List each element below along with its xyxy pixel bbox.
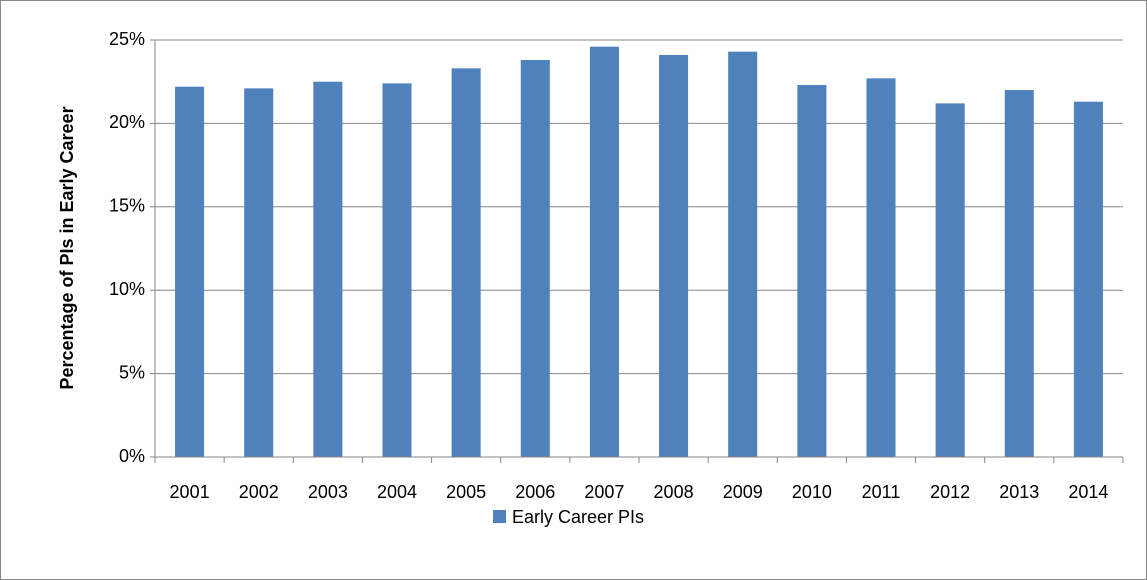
bar [659,55,689,458]
bar [589,46,619,458]
y-tick-label: 5% [119,362,145,382]
bar [382,83,412,458]
bar [520,60,550,458]
bar [1073,101,1103,457]
x-tick-label: 2009 [723,482,763,502]
bar [175,86,205,457]
bar [935,103,965,457]
legend-label: Early Career PIs [512,507,644,527]
x-tick-label: 2008 [654,482,694,502]
x-tick-label: 2014 [1068,482,1108,502]
x-tick-label: 2011 [862,482,901,502]
x-tick-label: 2003 [308,482,348,502]
legend-swatch [493,510,506,523]
x-tick-label: 2002 [239,482,279,502]
bar [728,51,758,458]
y-tick-label: 0% [119,446,145,466]
x-tick-label: 2004 [377,482,417,502]
y-tick-label: 25% [109,29,145,49]
y-axis-label: Percentage of PIs in Early Career [57,106,77,389]
bar [313,81,343,457]
x-tick-label: 2013 [999,482,1039,502]
x-tick-label: 2012 [930,482,970,502]
bar [797,85,827,457]
bar [451,68,481,457]
x-tick-label: 2010 [792,482,832,502]
y-tick-label: 15% [109,196,145,216]
y-tick-label: 10% [109,279,145,299]
x-tick-label: 2007 [584,482,624,502]
x-tick-label: 2001 [170,482,210,502]
bar [1004,90,1034,457]
x-tick-label: 2005 [446,482,486,502]
bar [244,88,274,457]
x-tick-label: 2006 [515,482,555,502]
y-tick-label: 20% [109,112,145,132]
bar [866,78,896,457]
